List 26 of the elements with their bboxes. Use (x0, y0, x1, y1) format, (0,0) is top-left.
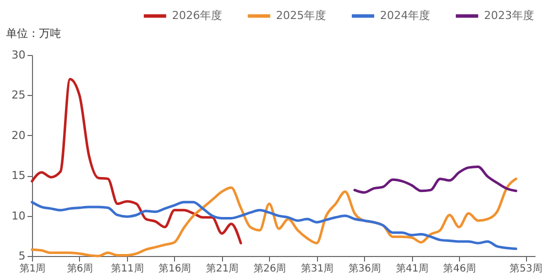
legend-label: 2026年度 (172, 9, 222, 22)
y-tick-label: 10 (12, 209, 26, 222)
legend-label: 2025年度 (276, 9, 326, 22)
y-tick-label: 20 (12, 128, 26, 142)
x-tick-label: 第6周 (66, 262, 94, 274)
legend-label: 2024年度 (380, 9, 430, 22)
legend-label: 2023年度 (484, 9, 534, 22)
y-tick-label: 15 (12, 169, 26, 182)
y-tick-label: 25 (12, 88, 26, 102)
x-tick-label: 第26周 (253, 262, 286, 274)
y-tick-label: 30 (12, 48, 26, 62)
x-tick-label: 第1周 (19, 262, 46, 274)
x-tick-label: 第31周 (300, 262, 334, 274)
line-series (353, 166, 518, 194)
line-series (30, 78, 242, 244)
x-tick-label: 第53周 (510, 262, 542, 274)
x-tick-label: 第36周 (348, 262, 382, 274)
line-series (30, 178, 518, 258)
x-tick-label: 第16周 (158, 262, 192, 274)
text: 单位：万吨 (6, 26, 61, 41)
y-tick-label: 5 (18, 250, 26, 262)
x-tick-label: 第21周 (206, 262, 239, 274)
x-tick-label: 第41周 (396, 262, 428, 274)
x-tick-label: 第46周 (443, 262, 476, 274)
line-series (30, 200, 518, 250)
x-tick-label: 第11周 (111, 262, 144, 274)
